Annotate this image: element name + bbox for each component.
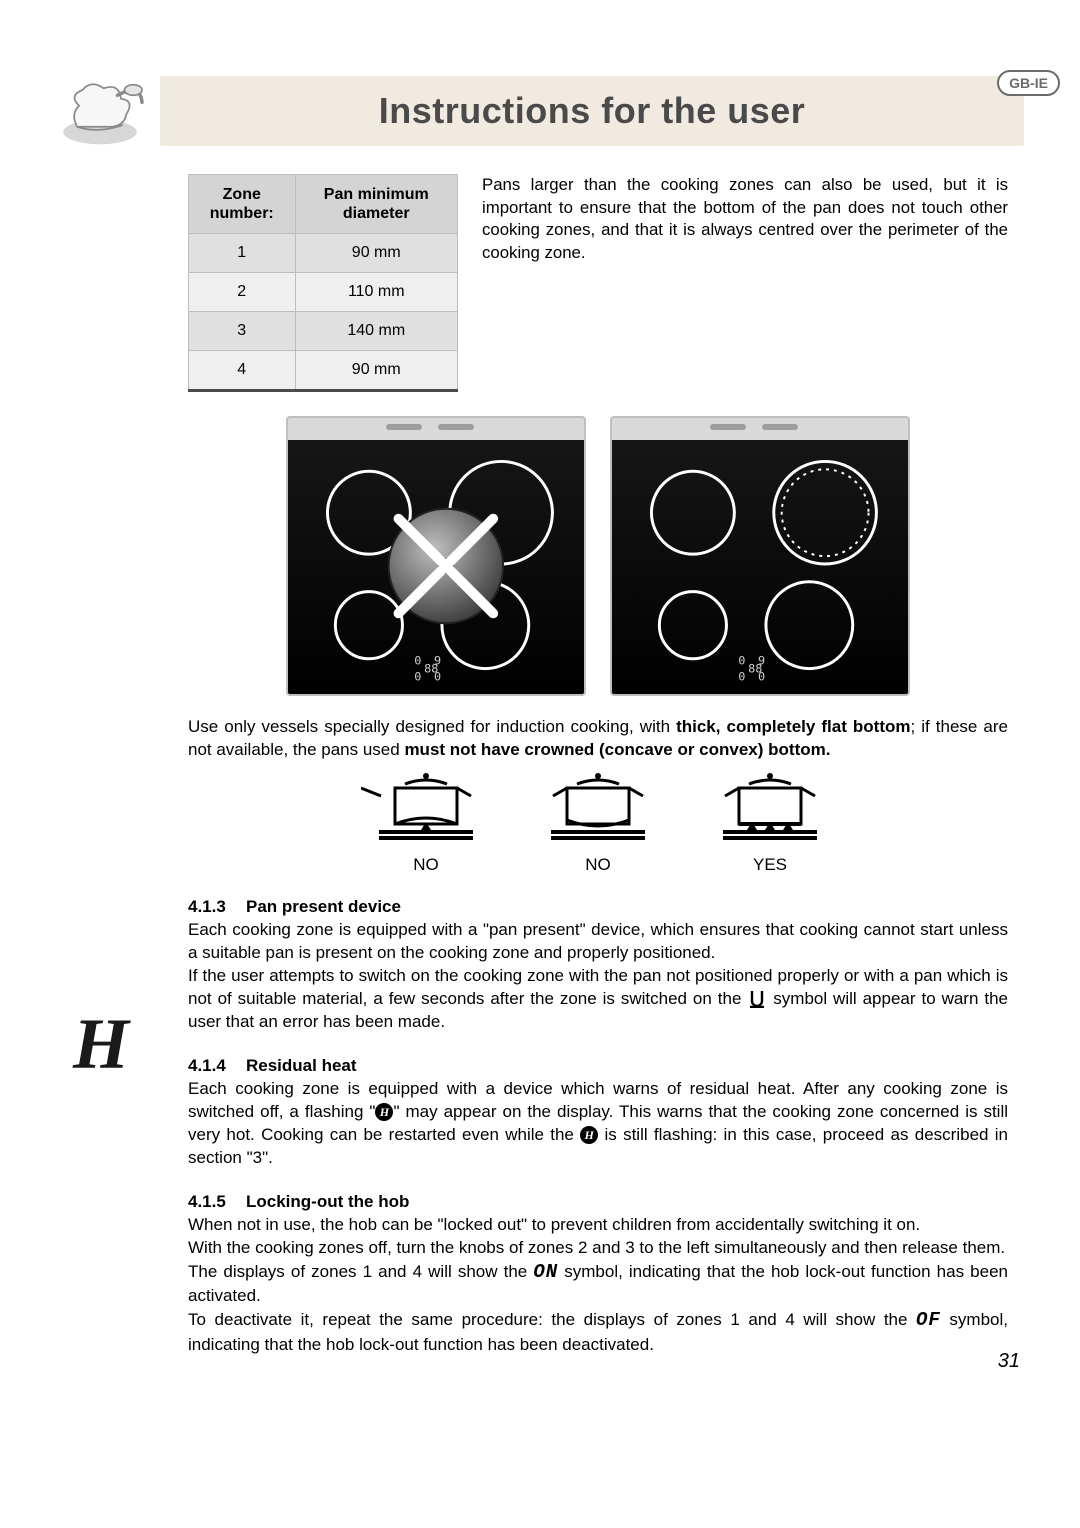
pot-label-no: NO	[361, 855, 491, 875]
residual-heat-p1: Each cooking zone is equipped with a dev…	[188, 1078, 1008, 1170]
pot-label-no: NO	[533, 855, 663, 875]
section-heading-residual-heat: 4.1.4Residual heat	[188, 1056, 1008, 1076]
svg-text:0: 0	[738, 670, 745, 684]
lockout-p4: To deactivate it, repeat the same proced…	[188, 1308, 1008, 1357]
table-row: 490 mm	[189, 351, 458, 391]
page-number: 31	[998, 1350, 1020, 1373]
svg-text:0: 0	[414, 670, 421, 684]
on-symbol: ON	[533, 1261, 558, 1283]
pot-diagrams: NO NO	[188, 770, 1008, 875]
svg-text:H: H	[72, 1004, 131, 1084]
page-title: Instructions for the user	[379, 90, 806, 132]
zone-table-header-diameter: Pan minimum diameter	[295, 175, 458, 234]
residual-h-icon: H	[375, 1103, 393, 1121]
pan-present-p2: If the user attempts to switch on the co…	[188, 965, 1008, 1034]
table-row: 2110 mm	[189, 273, 458, 312]
zone-table: Zone number: Pan minimum diameter 190 mm…	[188, 174, 458, 392]
lockout-p3: The displays of zones 1 and 4 will show …	[188, 1260, 1008, 1309]
svg-text:0: 0	[738, 654, 745, 668]
pot-label-yes: YES	[705, 855, 835, 875]
of-symbol: OF	[916, 1309, 941, 1331]
pot-concave-icon	[361, 770, 491, 848]
table-row: 190 mm	[189, 234, 458, 273]
hob-diagrams: 09 0880 09 0880	[188, 416, 1008, 696]
lockout-p1: When not in use, the hob can be "locked …	[188, 1214, 1008, 1237]
svg-text:0: 0	[758, 670, 765, 684]
residual-h-icon: H	[580, 1126, 598, 1144]
pan-present-p1: Each cooking zone is equipped with a "pa…	[188, 919, 1008, 965]
section-heading-lockout: 4.1.5Locking-out the hob	[188, 1192, 1008, 1212]
residual-heat-side-icon: H	[66, 1004, 136, 1089]
table-row: 3140 mm	[189, 312, 458, 351]
pan-missing-symbol-icon	[747, 988, 767, 1008]
lockout-p2: With the cooking zones off, turn the kno…	[188, 1237, 1008, 1260]
top-paragraph: Pans larger than the cooking zones can a…	[482, 174, 1008, 265]
hob-diagram-correct: 09 0880	[610, 416, 910, 696]
zone-table-header-zone: Zone number:	[189, 175, 296, 234]
chef-hat-icon	[56, 76, 144, 146]
pot-flat-icon	[705, 770, 835, 848]
svg-text:0: 0	[414, 654, 421, 668]
hob-diagram-wrong: 09 0880	[286, 416, 586, 696]
svg-text:0: 0	[434, 670, 441, 684]
vessel-paragraph: Use only vessels specially designed for …	[188, 716, 1008, 762]
region-badge: GB-IE	[997, 70, 1060, 96]
pot-convex-icon	[533, 770, 663, 848]
page-title-bar: Instructions for the user GB-IE	[160, 76, 1024, 146]
section-heading-pan-present: 4.1.3Pan present device	[188, 897, 1008, 917]
